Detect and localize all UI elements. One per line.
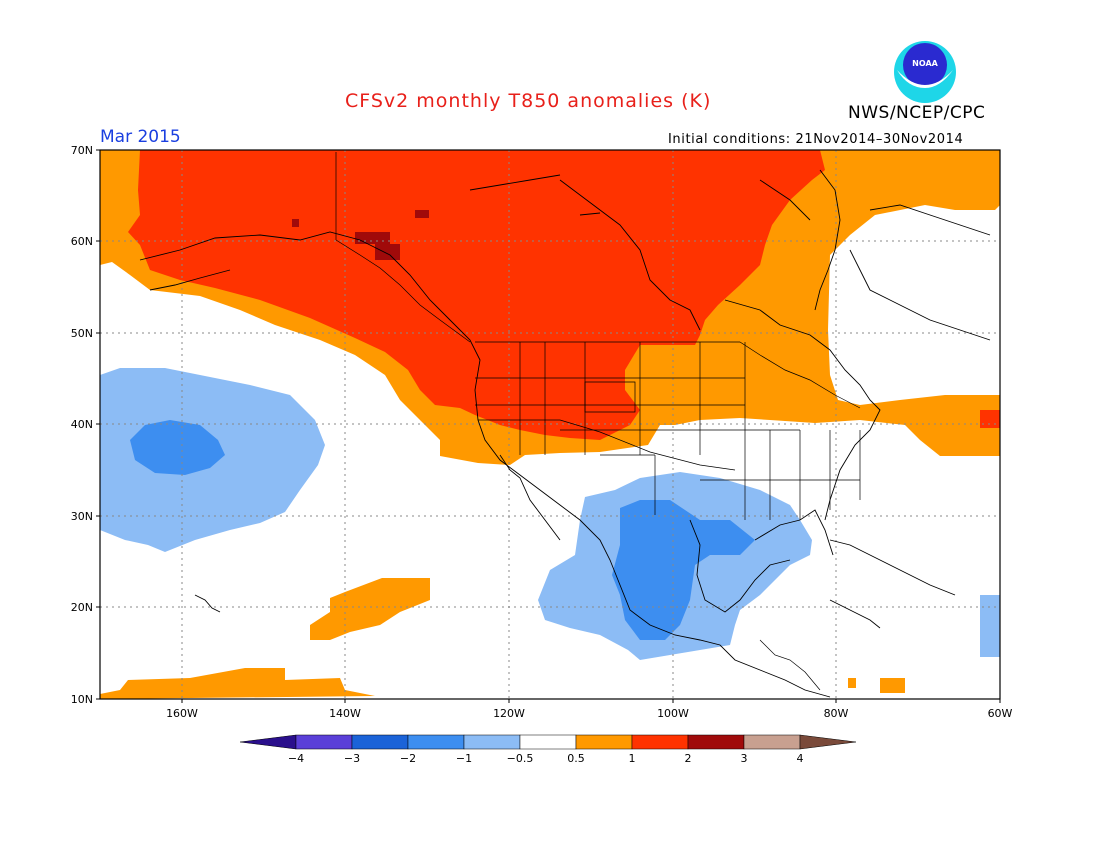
colorbar-label: −0.5 [507, 752, 534, 765]
map-title: CFSv2 monthly T850 anomalies (K) [345, 90, 712, 112]
colorbar-swatch [575, 734, 633, 750]
colorbar-swatch [519, 734, 577, 750]
anomaly-red-north [128, 150, 825, 440]
anomaly-darkred-4 [292, 219, 299, 227]
colorbar-swatch [407, 734, 465, 750]
borders [335, 152, 861, 691]
lon-label: 160W [166, 707, 198, 720]
lat-label: 50N [71, 327, 93, 340]
colorbar-swatch [463, 734, 521, 750]
colorbar: −4 −3 −2 −1 −0.5 0.5 1 2 3 4 [239, 734, 857, 765]
lat-label: 10N [71, 693, 93, 706]
lon-label: 120W [493, 707, 525, 720]
lon-label: 60W [988, 707, 1013, 720]
initial-conditions: Initial conditions: 21Nov2014–30Nov2014 [668, 132, 964, 147]
colorbar-label: 1 [629, 752, 636, 765]
anomaly-orange-tropic-4 [848, 678, 856, 688]
lon-label: 80W [824, 707, 849, 720]
anomaly-lightblue-east [980, 595, 1000, 657]
map-grid [100, 150, 1000, 699]
noaa-logo: NOAA [894, 41, 956, 103]
credit-text: NWS/NCEP/CPC [848, 103, 986, 123]
valid-month: Mar 2015 [100, 127, 181, 147]
colorbar-label: −4 [288, 752, 304, 765]
anomaly-darkred-1 [355, 232, 390, 244]
lat-label: 40N [71, 418, 93, 431]
anomaly-darkred-3 [415, 210, 429, 218]
lon-label: 140W [329, 707, 361, 720]
colorbar-label: 0.5 [567, 752, 585, 765]
colorbar-label: 4 [797, 752, 804, 765]
colorbar-swatch [295, 734, 353, 750]
colorbar-label: −2 [400, 752, 416, 765]
colorbar-label: −3 [344, 752, 360, 765]
lat-label: 30N [71, 510, 93, 523]
anomaly-orange-tropic-2 [100, 668, 375, 699]
noaa-logo-text: NOAA [912, 59, 938, 68]
anomaly-orange-tropic-1 [310, 578, 430, 640]
anomaly-red-east [980, 410, 1000, 428]
colorbar-arrow-high [799, 734, 857, 750]
anomaly-blue-pacific [130, 420, 225, 475]
anomaly-blue-mexico [612, 500, 755, 640]
lat-label: 60N [71, 235, 93, 248]
plot-area [99, 149, 1001, 700]
colorbar-swatch [631, 734, 689, 750]
lat-label: 20N [71, 601, 93, 614]
colorbar-swatch [687, 734, 745, 750]
lat-label: 70N [71, 144, 93, 157]
anomaly-darkred-2 [375, 244, 400, 260]
colorbar-label: 3 [741, 752, 748, 765]
colorbar-swatch [743, 734, 801, 750]
colorbar-arrow-low [239, 734, 297, 750]
colorbar-swatch [351, 734, 409, 750]
lon-label: 100W [657, 707, 689, 720]
colorbar-label: 2 [685, 752, 692, 765]
colorbar-label: −1 [456, 752, 472, 765]
anomaly-orange-tropic-3 [880, 678, 905, 693]
coastlines [139, 169, 991, 698]
